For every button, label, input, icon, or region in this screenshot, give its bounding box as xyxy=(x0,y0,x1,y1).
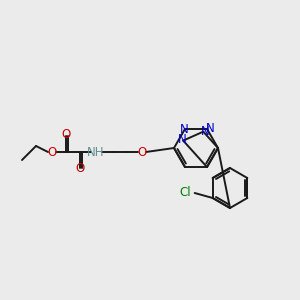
Text: O: O xyxy=(61,128,70,142)
Text: NH: NH xyxy=(87,146,105,158)
Text: N: N xyxy=(201,125,210,138)
Text: O: O xyxy=(137,146,147,158)
Text: O: O xyxy=(47,146,57,158)
Text: Cl: Cl xyxy=(180,185,191,199)
Text: N: N xyxy=(178,133,187,146)
Text: N: N xyxy=(206,122,214,135)
Text: N: N xyxy=(180,123,188,136)
Text: O: O xyxy=(75,163,85,176)
